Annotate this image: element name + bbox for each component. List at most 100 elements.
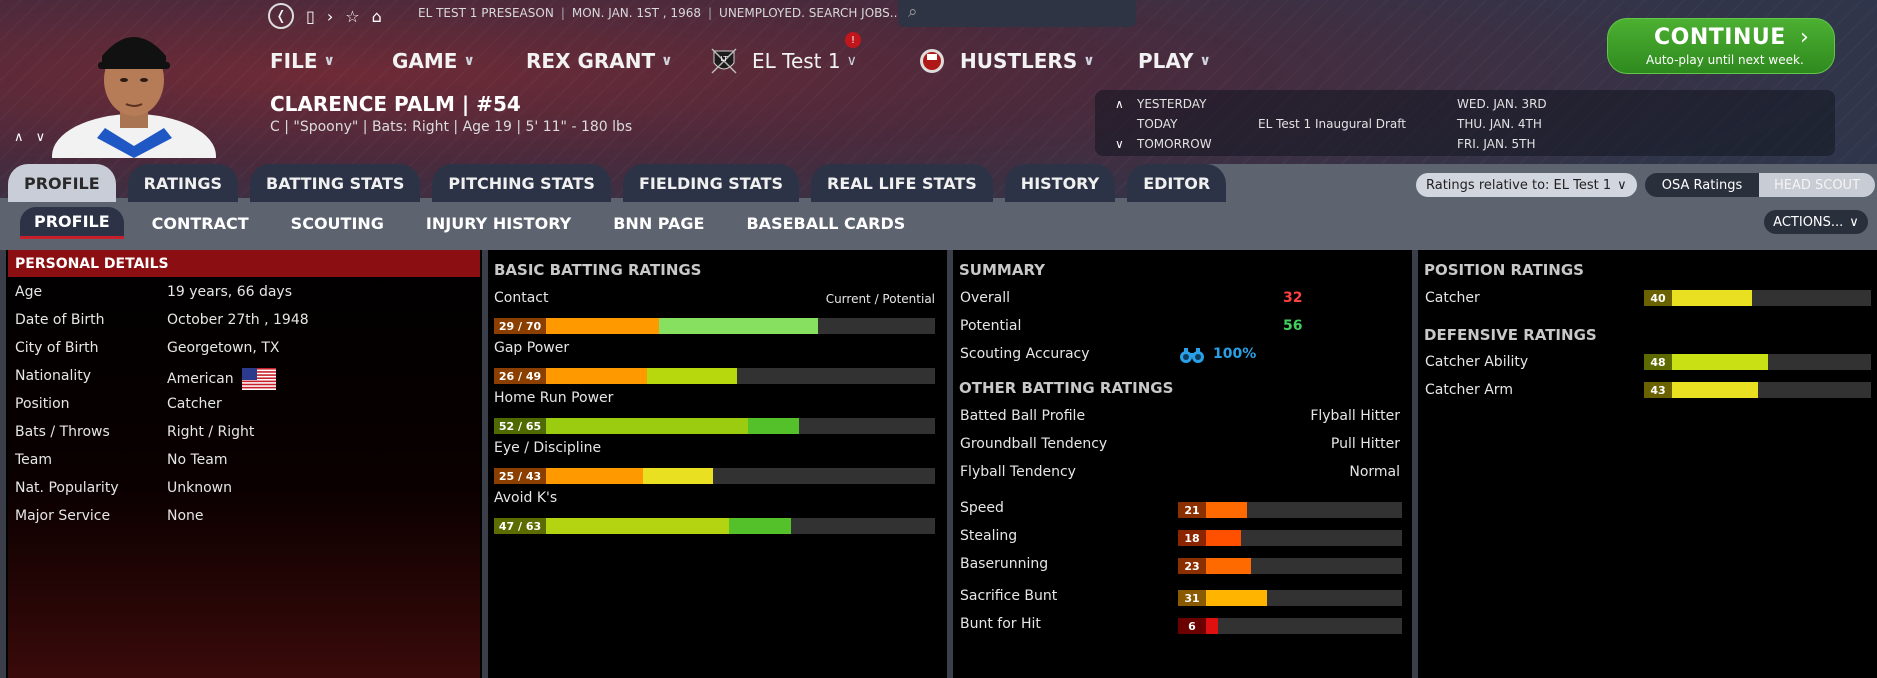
batting-ratings-panel: BASIC BATTING RATINGS Current / Potentia… [488,250,947,678]
detail-value: 19 years, 66 days [167,284,292,300]
player-summary-line: C | "Spoony" | Bats: Right | Age 19 | 5'… [270,119,633,135]
tab-profile[interactable]: PROFILE [8,164,116,202]
detail-row: Age 19 years, 66 days [15,284,292,300]
chevron-up-icon[interactable]: ∧ [1115,97,1124,111]
ratings-relative-dropdown[interactable]: Ratings relative to: EL Test 1 ∨ [1416,173,1637,197]
breadcrumb-league[interactable]: EL TEST 1 PRESEASON [418,6,554,20]
panel-divider [947,250,953,678]
calendar-event: EL Test 1 Inaugural Draft [1258,117,1406,131]
quick-nav: ❬ ▯ › ☆ ⌂ [268,3,382,29]
potential-value: 56 [1283,318,1303,334]
other-batting-value: Flyball Hitter [1310,408,1400,424]
chevron-down-icon: ∨ [463,53,475,69]
back-icon[interactable]: ❬ [268,3,294,29]
detail-value: Unknown [167,480,232,496]
actions-button[interactable]: ACTIONS... ∨ [1764,210,1868,234]
detail-row: Position Catcher [15,396,222,412]
calendar-row-tomorrow[interactable]: ∨ TOMORROW FRI. JAN. 5TH [1095,137,1835,153]
menu-file[interactable]: FILE ∨ [270,48,335,74]
star-icon[interactable]: ☆ [345,6,360,26]
rating-bar-fill [1672,290,1752,306]
detail-value: October 27th , 1948 [167,312,309,328]
batting-rating-bar: 47 / 63 [494,518,935,534]
summary-title: SUMMARY [959,261,1046,279]
tab-pitching-stats[interactable]: PITCHING STATS [432,164,611,202]
defensive-rating-label: Catcher Ability [1425,354,1529,370]
menu-play[interactable]: PLAY ∨ [1138,48,1211,74]
home-icon[interactable]: ⌂ [371,6,382,26]
other-rating-label: Baserunning [960,556,1049,572]
menu-game[interactable]: GAME ∨ [392,48,475,74]
subtab-contract[interactable]: CONTRACT [151,213,249,233]
forward-icon[interactable]: › [326,6,334,26]
current-bar-fill [546,518,729,534]
rating-value-tag: 47 / 63 [494,518,546,534]
other-rating-bar: 21 [1178,502,1402,518]
chevron-down-icon: ∨ [1083,53,1095,69]
menu-league[interactable]: LT EL Test 1 ∨ ! [710,32,861,74]
current-bar-fill [546,468,643,484]
calendar-label: TODAY [1137,117,1178,131]
ratings-relative-label: Ratings relative to: EL Test 1 [1426,177,1612,193]
rating-bar-fill [1672,354,1768,370]
detail-value: Georgetown, TX [167,340,279,356]
detail-key: Position [15,396,70,412]
subtab-baseball-cards[interactable]: BASEBALL CARDS [746,213,906,233]
subtab-bnn-page[interactable]: BNN PAGE [613,213,705,233]
search-input[interactable]: ⌕ [898,0,1136,27]
detail-row: Nationality American [15,368,276,390]
detail-key: Age [15,284,43,300]
detail-key: Nationality [15,368,92,384]
detail-row: Team No Team [15,452,228,468]
other-batting-value: Normal [1349,464,1400,480]
breadcrumb: EL TEST 1 PRESEASON | MON. JAN. 1ST , 19… [418,6,901,20]
player-portrait [52,37,216,158]
defensive-rating-bar: 48 [1644,354,1871,370]
page-icon[interactable]: ▯ [306,6,315,26]
detail-value-text: No Team [167,452,228,468]
continue-sublabel: Auto-play until next week. [1646,53,1804,67]
head-scout-toggle[interactable]: HEAD SCOUT [1759,173,1875,197]
subtab-profile[interactable]: PROFILE [20,207,124,239]
personal-details-panel: PERSONAL DETAILS Age 19 years, 66 days Dat… [8,250,480,678]
osa-ratings-toggle[interactable]: OSA Ratings [1645,173,1759,197]
panel-divider [1412,250,1418,678]
continue-button[interactable]: CONTINUE Auto-play until next week. › [1607,18,1835,74]
detail-key: Nat. Popularity [15,480,119,496]
chevron-down-icon[interactable]: ∨ [1115,137,1124,151]
breadcrumb-status[interactable]: UNEMPLOYED. SEARCH JOBS... [719,6,902,20]
menu-game-label: GAME [392,49,458,73]
player-prev-next-arrows[interactable]: ∧ ∨ [14,130,50,145]
position-rating-label: Catcher [1425,290,1480,306]
other-rating-label: Speed [960,500,1004,516]
detail-value-text: Georgetown, TX [167,340,280,356]
rating-bar-fill [1672,382,1758,398]
menu-league-label: EL Test 1 [752,49,841,73]
subtab-scouting[interactable]: SCOUTING [290,213,384,233]
detail-value-text: 19 years, 66 days [167,284,293,300]
tab-editor[interactable]: EDITOR [1127,164,1227,202]
batting-rating-bar: 52 / 65 [494,418,935,434]
actions-label: ACTIONS... [1773,214,1844,230]
other-batting-title: OTHER BATTING RATINGS [959,379,1174,397]
tab-batting-stats[interactable]: BATTING STATS [250,164,421,202]
tab-ratings[interactable]: RATINGS [127,164,239,202]
tab-history[interactable]: HISTORY [1004,164,1116,202]
other-rating-bar: 23 [1178,558,1402,574]
calendar-panel: ∧ YESTERDAY WED. JAN. 3RD TODAY EL Test … [1095,90,1835,156]
menu-team[interactable]: HUSTLERS ∨ [918,48,1095,74]
tab-real-life-stats[interactable]: REAL LIFE STATS [811,164,993,202]
menu-manager[interactable]: REX GRANT ∨ [526,48,673,74]
detail-value-text: Unknown [167,480,232,496]
potential-label: Potential [960,318,1022,334]
tab-fielding-stats[interactable]: FIELDING STATS [622,164,800,202]
overall-value: 32 [1283,290,1303,306]
calendar-row-today[interactable]: TODAY EL Test 1 Inaugural Draft THU. JAN… [1095,117,1835,133]
defensive-ratings-title: DEFENSIVE RATINGS [1424,326,1597,344]
calendar-label: YESTERDAY [1137,97,1207,111]
subtab-injury-history[interactable]: INJURY HISTORY [425,213,572,233]
detail-key: Date of Birth [15,312,105,328]
chevron-down-icon: ∨ [846,53,857,69]
main-tabs: PROFILE RATINGS BATTING STATS PITCHING S… [8,164,1227,202]
calendar-row-yesterday[interactable]: ∧ YESTERDAY WED. JAN. 3RD [1095,97,1835,113]
